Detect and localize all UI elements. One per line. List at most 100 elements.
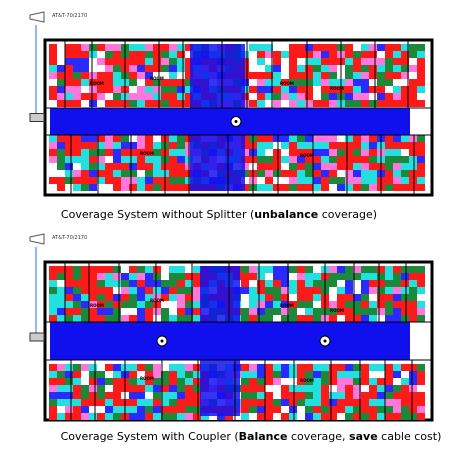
coverage-cell: [257, 385, 265, 392]
coverage-cell: [353, 58, 361, 65]
coverage-cell: [97, 413, 105, 420]
coverage-cell: [385, 184, 393, 191]
coverage-cell: [305, 371, 313, 378]
caption-part: cable cost): [378, 430, 442, 443]
coverage-cell: [305, 315, 313, 322]
coverage-cell: [89, 149, 97, 156]
coverage-cell: [81, 385, 89, 392]
coverage-cell: [249, 385, 257, 392]
coverage-cell: [73, 364, 81, 371]
coverage-cell: [257, 413, 265, 420]
coverage-cell: [57, 378, 65, 385]
coverage-cell: [257, 177, 265, 184]
coverage-cell: [113, 58, 121, 65]
coverage-cell: [89, 100, 97, 107]
coverage-cell: [273, 364, 281, 371]
coverage-cell: [329, 149, 337, 156]
coverage-cell: [161, 385, 169, 392]
coverage-cell: [393, 170, 401, 177]
coverage-cell: [65, 142, 73, 149]
coverage-cell: [193, 385, 201, 392]
coverage-cell: [177, 287, 185, 294]
coverage-cell: [305, 72, 313, 79]
coverage-cell: [329, 156, 337, 163]
coverage-cell: [121, 135, 129, 142]
corridor: [200, 266, 240, 416]
coverage-cell: [377, 294, 385, 301]
coverage-cell: [137, 44, 145, 51]
coverage-cell: [193, 371, 201, 378]
coverage-cell: [313, 392, 321, 399]
coverage-cell: [49, 72, 57, 79]
coverage-cell: [409, 72, 417, 79]
coverage-cell: [273, 79, 281, 86]
coverage-cell: [321, 371, 329, 378]
coverage-cell: [113, 184, 121, 191]
coverage-cell: [329, 142, 337, 149]
coverage-cell: [329, 385, 337, 392]
coverage-cell: [401, 294, 409, 301]
room-label: ROOM: [330, 86, 344, 91]
coverage-cell: [417, 142, 425, 149]
coverage-cell: [361, 406, 369, 413]
coverage-cell: [137, 406, 145, 413]
coverage-cell: [337, 371, 345, 378]
coverage-cell: [289, 280, 297, 287]
coverage-cell: [361, 385, 369, 392]
coverage-cell: [313, 294, 321, 301]
coverage-cell: [401, 378, 409, 385]
coverage-cell: [153, 135, 161, 142]
coverage-cell: [385, 100, 393, 107]
coverage-cell: [281, 72, 289, 79]
coverage-cell: [129, 86, 137, 93]
coverage-cell: [353, 142, 361, 149]
coverage-cell: [265, 280, 273, 287]
coverage-cell: [81, 58, 89, 65]
coverage-cell: [361, 315, 369, 322]
coverage-cell: [153, 364, 161, 371]
coverage-cell: [281, 149, 289, 156]
floor-plan-figure: ROOM ROOM ROOM ROOM ROOM ROOM AT&T-70/2170 Cove…: [29, 233, 442, 443]
coverage-cell: [185, 406, 193, 413]
coverage-cell: [417, 280, 425, 287]
coverage-cell: [313, 371, 321, 378]
coverage-cell: [393, 294, 401, 301]
coverage-cell: [65, 177, 73, 184]
coverage-cell: [409, 163, 417, 170]
coverage-cell: [385, 364, 393, 371]
coverage-cell: [113, 294, 121, 301]
coverage-cell: [385, 156, 393, 163]
coverage-cell: [129, 79, 137, 86]
coverage-cell: [257, 149, 265, 156]
coverage-cell: [129, 308, 137, 315]
coverage-cell: [393, 287, 401, 294]
coverage-cell: [265, 72, 273, 79]
coverage-cell: [57, 163, 65, 170]
coverage-cell: [193, 413, 201, 420]
coverage-cell: [297, 170, 305, 177]
coverage-cell: [129, 44, 137, 51]
coverage-cell: [65, 44, 73, 51]
coverage-cell: [97, 308, 105, 315]
coverage-cell: [65, 65, 73, 72]
coverage-cell: [81, 308, 89, 315]
coverage-cell: [169, 135, 177, 142]
coverage-cell: [321, 399, 329, 406]
coverage-cell: [345, 100, 353, 107]
coverage-cell: [65, 79, 73, 86]
coverage-cell: [337, 266, 345, 273]
coverage-cell: [361, 177, 369, 184]
coverage-cell: [153, 385, 161, 392]
caption-part: Coverage System without Splitter (: [61, 208, 254, 221]
coverage-cell: [145, 184, 153, 191]
coverage-cell: [273, 177, 281, 184]
coverage-cell: [113, 72, 121, 79]
coverage-cell: [129, 406, 137, 413]
coverage-cell: [145, 177, 153, 184]
coverage-cell: [57, 100, 65, 107]
coverage-cell: [49, 58, 57, 65]
coverage-cell: [417, 86, 425, 93]
coverage-cell: [281, 406, 289, 413]
coverage-cell: [89, 301, 97, 308]
coverage-cell: [361, 273, 369, 280]
